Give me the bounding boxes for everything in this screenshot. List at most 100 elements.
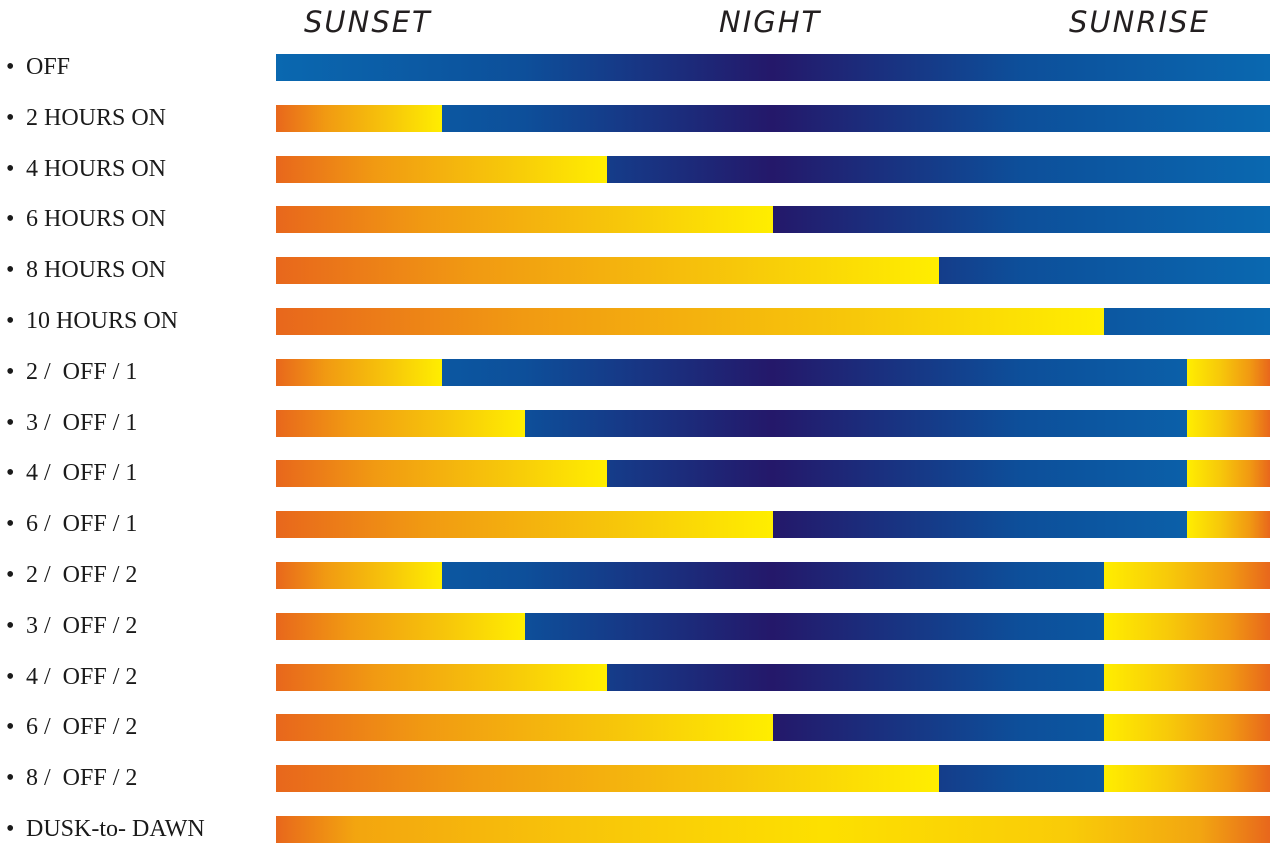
- light-on-after-sunset-segment: [276, 257, 939, 284]
- timeline-bar: [276, 156, 1270, 183]
- light-on-before-sunrise-segment: [1187, 359, 1270, 386]
- light-off-segment: [607, 156, 1270, 183]
- timer-mode-row: • 4 / OFF / 2: [0, 664, 1277, 691]
- timer-mode-text: 10 HOURS ON: [26, 308, 179, 334]
- bullet-marker: •: [6, 664, 15, 690]
- light-off-segment: [773, 206, 1270, 233]
- timer-mode-label: • DUSK-to- DAWN: [6, 812, 205, 846]
- timer-mode-row: • DUSK-to- DAWN: [0, 816, 1277, 843]
- timer-mode-text: 6 / OFF / 2: [26, 714, 138, 740]
- light-off-segment: [939, 257, 1270, 284]
- light-off-segment: [442, 562, 1104, 589]
- light-off-segment: [607, 664, 1104, 691]
- timer-mode-label: • 6 / OFF / 1: [6, 507, 137, 541]
- light-on-after-sunset-segment: [276, 613, 525, 640]
- light-off-segment: [525, 613, 1104, 640]
- timer-mode-label: • 8 / OFF / 2: [6, 761, 137, 795]
- light-off-segment: [442, 105, 1270, 132]
- bullet-marker: •: [6, 54, 15, 80]
- light-on-after-sunset-segment: [276, 359, 442, 386]
- timeline-bar: [276, 664, 1270, 691]
- timer-mode-row: • 2 / OFF / 1: [0, 359, 1277, 386]
- light-off-segment: [442, 359, 1187, 386]
- bullet-marker: •: [6, 613, 15, 639]
- light-on-after-sunset-segment: [276, 562, 442, 589]
- timer-mode-text: 6 HOURS ON: [26, 206, 167, 232]
- timeline-bar: [276, 206, 1270, 233]
- light-on-before-sunrise-segment: [1187, 460, 1270, 487]
- bullet-marker: •: [6, 511, 15, 537]
- bullet-marker: •: [6, 105, 15, 131]
- timer-mode-label: • 4 / OFF / 2: [6, 660, 137, 694]
- light-on-after-sunset-segment: [276, 664, 607, 691]
- timer-mode-label: • 2 / OFF / 1: [6, 355, 137, 389]
- light-on-before-sunrise-segment: [1187, 511, 1270, 538]
- timer-mode-text: DUSK-to- DAWN: [26, 816, 205, 842]
- timer-mode-row: • 2 HOURS ON: [0, 105, 1277, 132]
- header-night: NIGHT: [719, 5, 822, 39]
- light-on-segment: [276, 816, 1270, 843]
- bullet-marker: •: [6, 410, 15, 436]
- timer-mode-text: OFF: [26, 54, 71, 80]
- light-off-segment: [773, 714, 1104, 741]
- light-off-segment: [773, 511, 1187, 538]
- light-off-segment: [939, 765, 1104, 792]
- light-on-after-sunset-segment: [276, 714, 773, 741]
- light-off-segment: [1104, 308, 1270, 335]
- timer-mode-text: 2 HOURS ON: [26, 105, 167, 131]
- timeline-bar: [276, 105, 1270, 132]
- bullet-marker: •: [6, 460, 15, 486]
- timer-mode-text: 2 / OFF / 2: [26, 562, 138, 588]
- timer-mode-row: • 4 HOURS ON: [0, 156, 1277, 183]
- timeline-bar: [276, 257, 1270, 284]
- bullet-marker: •: [6, 257, 15, 283]
- timer-mode-label: • OFF: [6, 50, 70, 84]
- light-off-segment: [276, 54, 1270, 81]
- timeline-bar: [276, 460, 1270, 487]
- timer-mode-text: 2 / OFF / 1: [26, 359, 138, 385]
- timer-mode-text: 3 / OFF / 1: [26, 410, 138, 436]
- timeline-bar: [276, 54, 1270, 81]
- timer-mode-text: 6 / OFF / 1: [26, 511, 138, 537]
- light-off-segment: [607, 460, 1187, 487]
- light-on-after-sunset-segment: [276, 511, 773, 538]
- timer-mode-label: • 2 HOURS ON: [6, 101, 166, 135]
- light-on-after-sunset-segment: [276, 156, 607, 183]
- timer-mode-text: 8 HOURS ON: [26, 257, 167, 283]
- bullet-marker: •: [6, 206, 15, 232]
- light-on-before-sunrise-segment: [1104, 613, 1270, 640]
- timeline-bar: [276, 359, 1270, 386]
- timer-mode-text: 4 HOURS ON: [26, 156, 167, 182]
- bullet-marker: •: [6, 714, 15, 740]
- bullet-marker: •: [6, 816, 15, 842]
- light-on-before-sunrise-segment: [1104, 765, 1270, 792]
- light-on-before-sunrise-segment: [1187, 410, 1270, 437]
- header-sunrise: SUNRISE: [1069, 5, 1210, 39]
- timeline-bar: [276, 562, 1270, 589]
- timer-mode-text: 4 / OFF / 2: [26, 664, 138, 690]
- timer-mode-label: • 4 HOURS ON: [6, 152, 166, 186]
- light-on-before-sunrise-segment: [1104, 714, 1270, 741]
- timer-mode-label: • 4 / OFF / 1: [6, 456, 137, 490]
- timer-mode-label: • 2 / OFF / 2: [6, 558, 137, 592]
- timer-mode-row: • 3 / OFF / 1: [0, 410, 1277, 437]
- timer-mode-row: • 8 HOURS ON: [0, 257, 1277, 284]
- light-on-after-sunset-segment: [276, 460, 607, 487]
- timer-mode-row: • 2 / OFF / 2: [0, 562, 1277, 589]
- light-on-before-sunrise-segment: [1104, 664, 1270, 691]
- light-off-segment: [525, 410, 1187, 437]
- timer-mode-row: • 6 / OFF / 2: [0, 714, 1277, 741]
- timer-mode-row: • 10 HOURS ON: [0, 308, 1277, 335]
- light-on-after-sunset-segment: [276, 105, 442, 132]
- timer-mode-row: • 4 / OFF / 1: [0, 460, 1277, 487]
- bullet-marker: •: [6, 765, 15, 791]
- timeline-bar: [276, 765, 1270, 792]
- timeline-bar: [276, 511, 1270, 538]
- timer-mode-text: 3 / OFF / 2: [26, 613, 138, 639]
- timeline-bar: [276, 613, 1270, 640]
- timeline-bar: [276, 410, 1270, 437]
- timer-mode-row: • OFF: [0, 54, 1277, 81]
- timer-mode-label: • 8 HOURS ON: [6, 253, 166, 287]
- timeline-bar: [276, 308, 1270, 335]
